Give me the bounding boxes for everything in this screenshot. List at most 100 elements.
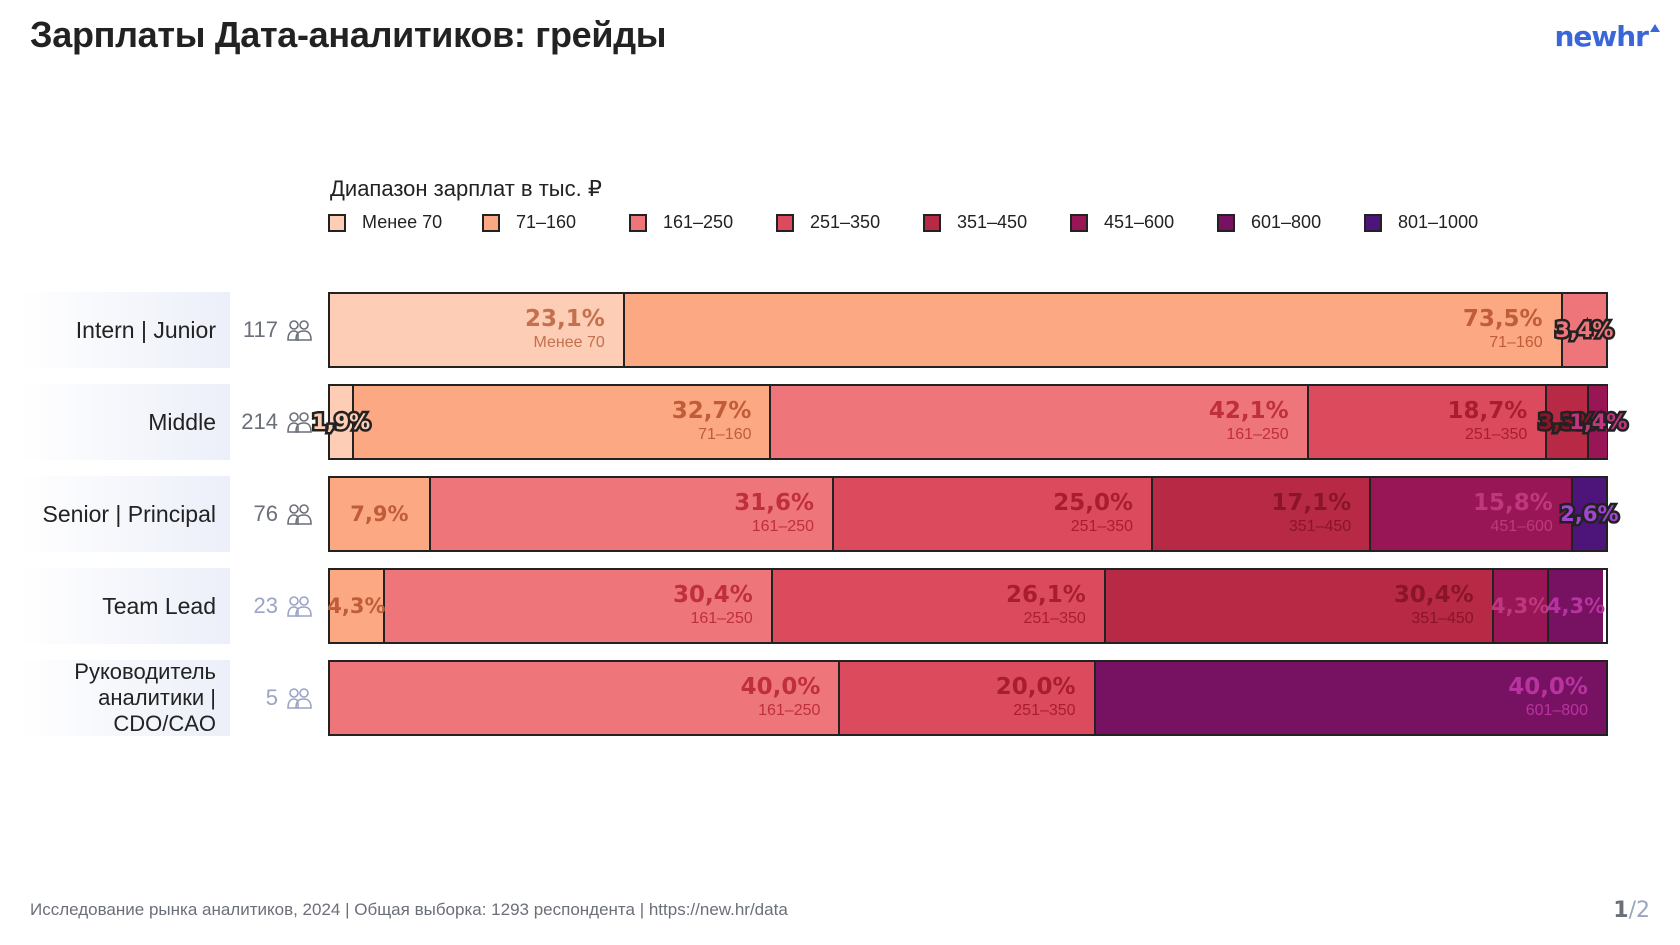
segment-percent: 42,1% [1208, 398, 1289, 424]
segment-percent: 17,1% [1271, 490, 1352, 516]
segment-label: 42,1% 161–250 [1209, 400, 1289, 443]
stacked-bar: 40,0% 161–250 20,0% 251–350 40,0% 601–800 [328, 660, 1608, 736]
bar-segment[interactable]: 30,4% 351–450 [1105, 570, 1494, 642]
category-label: Intern | Junior [75, 317, 216, 343]
segment-percent: 26,1% [1006, 582, 1086, 608]
segment-percent: 2,6% [1558, 500, 1621, 529]
bar-segment[interactable]: 1,9% [309, 386, 373, 458]
bar-segment[interactable]: 20,0% 251–350 [840, 662, 1096, 734]
segment-label: 31,6% 161–250 [734, 492, 814, 535]
legend-swatch [923, 213, 941, 232]
segment-percent: 30,4% [672, 582, 753, 608]
bar-segment[interactable]: 3,3% [1536, 386, 1599, 458]
segment-label: 73,5% 71–160 [1463, 308, 1543, 351]
segment-range: 161–250 [690, 610, 753, 627]
bar-segment[interactable]: 40,0% 161–250 [330, 662, 841, 734]
legend-label: 451–600 [1104, 212, 1175, 232]
bar-segment[interactable]: 23,1% Менее 70 [330, 294, 625, 366]
count-number: 5 [265, 685, 278, 710]
stacked-bar: 4,3% 30,4% 161–250 26,1% 251–350 30,4% 351–450… [327, 568, 1608, 644]
legend-item[interactable]: 351–450 [923, 212, 1070, 233]
segment-percent: 3,4% [1553, 316, 1616, 345]
count-number: 214 [241, 409, 278, 434]
legend-label: 161–250 [663, 212, 734, 232]
legend-label: 71–160 [516, 212, 577, 232]
segment-range: 161–250 [758, 702, 821, 719]
bar-segment[interactable]: 26,1% 251–350 [772, 570, 1106, 642]
legend-swatch [1070, 213, 1088, 232]
bar-segment[interactable]: 4,3% [1546, 570, 1606, 642]
legend-item[interactable]: 801–1000 [1364, 212, 1511, 233]
segment-range: 251–350 [1013, 702, 1076, 719]
segment-range: 161–250 [751, 518, 814, 535]
respondent-count: 5 [238, 660, 320, 736]
segment-range: 251–350 [1070, 518, 1134, 535]
legend-item[interactable]: 71–160 [482, 212, 629, 233]
footer-source: Исследование рынка аналитиков, 2024 | Об… [30, 900, 788, 919]
legend-item[interactable]: 161–250 [629, 212, 776, 233]
bar-segment[interactable]: 73,5% 71–160 [624, 294, 1563, 366]
segment-percent: 18,7% [1447, 398, 1528, 424]
bar-segment[interactable]: 4,3% [1491, 570, 1550, 642]
segment-range: 161–250 [1226, 426, 1289, 443]
bar-segment[interactable]: 1,4% [1567, 386, 1630, 458]
bar-segment[interactable]: 17,1% 351–450 [1153, 478, 1372, 550]
segment-label: 26,1% 251–350 [1006, 584, 1086, 627]
segment-percent: 1,9% [309, 408, 372, 437]
respondent-count: 214 [238, 384, 320, 460]
logo-triangle-icon [1650, 24, 1660, 32]
segment-range: 251–350 [1023, 610, 1086, 627]
legend-item[interactable]: 251–350 [776, 212, 923, 233]
bar-segment[interactable]: 4,3% [327, 570, 386, 642]
stacked-bar: 23,1% Менее 70 73,5% 71–160 3,4% [328, 292, 1616, 368]
segment-range: 601–800 [1525, 702, 1588, 719]
bar-segment[interactable]: 25,0% 251–350 [834, 478, 1154, 550]
segment-label: 17,1% 351–450 [1271, 492, 1351, 535]
legend-swatch [629, 213, 647, 232]
page-indicator[interactable]: 1/2 [1613, 898, 1650, 923]
people-icon [286, 687, 312, 709]
legend-label: 251–350 [810, 212, 881, 232]
stacked-bar: 7,9% 31,6% 161–250 25,0% 251–350 17,1% 351–450… [328, 476, 1621, 552]
count-number: 23 [253, 593, 278, 618]
segment-percent: 4,3% [1491, 594, 1550, 618]
segment-range: 451–600 [1490, 518, 1553, 535]
legend-label: 351–450 [957, 212, 1028, 232]
bar-segment[interactable]: 18,7% 251–350 [1308, 386, 1548, 458]
category-label: Руководитель аналитики | CDO/CAO [74, 659, 216, 736]
bar-segment[interactable]: 15,8% 451–600 [1371, 478, 1573, 550]
respondent-count: 76 [238, 476, 320, 552]
people-icon [286, 411, 312, 433]
count-number: 117 [242, 317, 278, 342]
legend-item[interactable]: 451–600 [1070, 212, 1217, 233]
bar-segment[interactable]: 2,6% [1558, 478, 1621, 550]
bar-segment[interactable]: 32,7% 71–160 [354, 386, 772, 458]
category-label-box: Senior | Principal [18, 476, 230, 552]
legend-swatch [1364, 213, 1382, 232]
segment-percent: 31,6% [734, 490, 814, 516]
category-label: Senior | Principal [42, 501, 216, 527]
segment-percent: 4,3% [1546, 594, 1606, 618]
bar-segment[interactable]: 40,0% 601–800 [1095, 662, 1606, 734]
category-label-box: Middle [18, 384, 230, 460]
legend-item[interactable]: 601–800 [1217, 212, 1364, 233]
segment-percent: 32,7% [671, 398, 752, 424]
bar-segment[interactable]: 7,9% [330, 478, 431, 550]
category-label-box: Team Lead [18, 568, 230, 644]
respondent-count: 23 [238, 568, 320, 644]
bar-segment[interactable]: 31,6% 161–250 [430, 478, 834, 550]
people-icon [286, 503, 312, 525]
segment-label: 40,0% 601–800 [1508, 676, 1588, 719]
segment-label: 30,4% 161–250 [673, 584, 753, 627]
segment-range: 71–160 [1489, 334, 1543, 351]
bar-segment[interactable]: 3,4% [1553, 294, 1616, 366]
legend-label: 601–800 [1251, 212, 1322, 232]
bar-segment[interactable]: 30,4% 161–250 [384, 570, 773, 642]
bar-segment[interactable]: 42,1% 161–250 [771, 386, 1309, 458]
legend-item[interactable]: Менее 70 [328, 212, 482, 233]
respondent-count: 117 [238, 292, 320, 368]
segment-label: 30,4% 351–450 [1394, 584, 1474, 627]
segment-label: 25,0% 251–350 [1053, 492, 1133, 535]
people-icon [286, 595, 312, 617]
newhr-logo[interactable]: newhr [1554, 20, 1660, 53]
